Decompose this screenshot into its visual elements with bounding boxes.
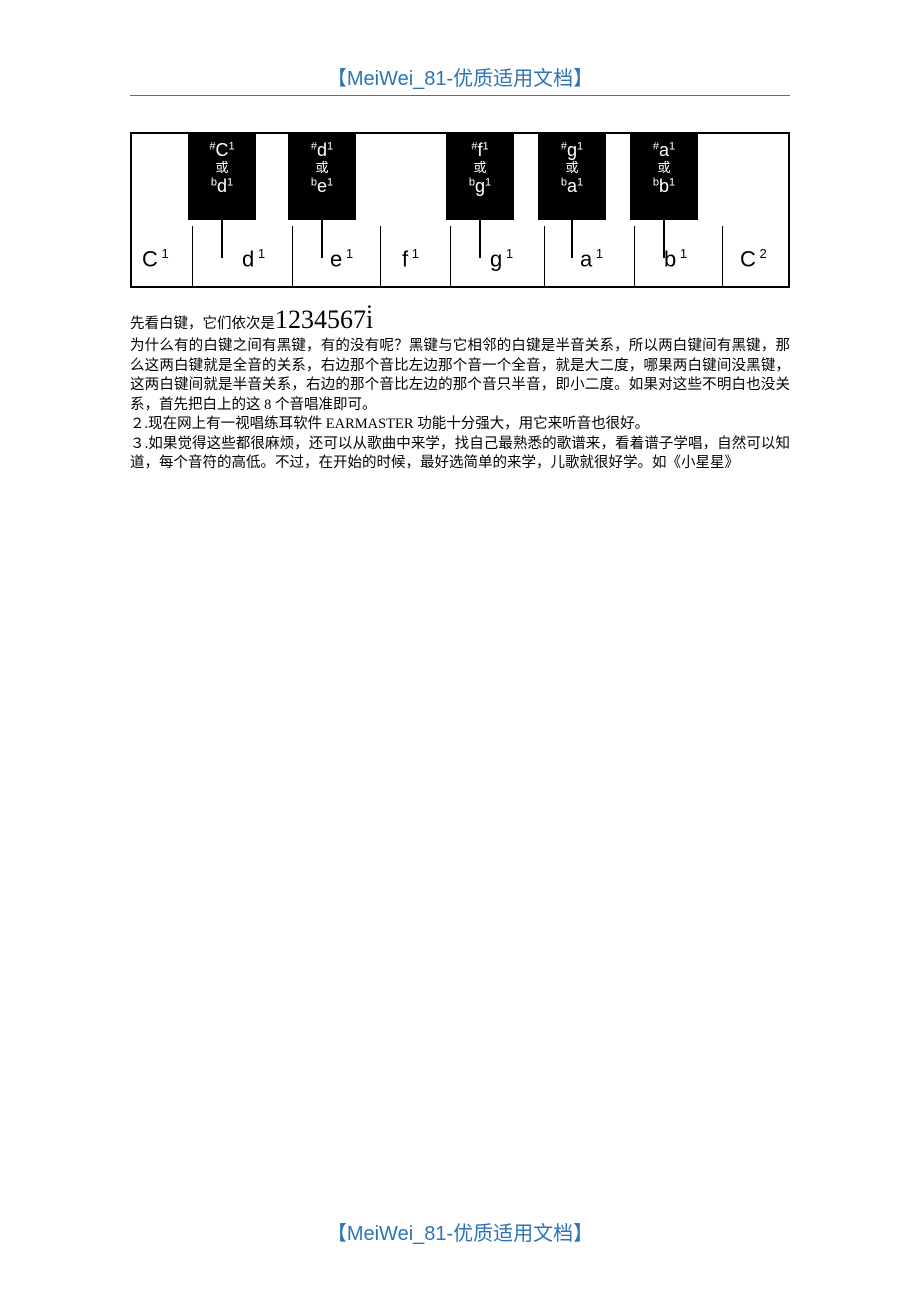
- white-key-label: d 1: [242, 246, 265, 272]
- black-key: #f1或bg1: [446, 134, 514, 220]
- paragraph-2: 为什么有的白键之间有黑键，有的没有呢？黑键与它相邻的白键是半音关系，所以两白键间…: [130, 337, 790, 415]
- white-key-label: C 2: [740, 246, 767, 272]
- key-divider: [292, 226, 293, 286]
- paragraph-3: ２.现在网上有一视唱练耳软件 EARMASTER 功能十分强大，用它来听音也很好…: [130, 415, 790, 435]
- key-divider: [722, 226, 723, 286]
- p1-numbers: 1234567: [275, 305, 366, 334]
- white-key-label: e 1: [330, 246, 353, 272]
- key-divider: [380, 226, 381, 286]
- p1-dot: i̇: [366, 305, 373, 334]
- black-key: #a1或bb1: [630, 134, 698, 220]
- key-divider: [192, 226, 193, 286]
- body-text: 先看白键，它们依次是1234567i̇ 为什么有的白键之间有黑键，有的没有呢？黑…: [130, 302, 790, 474]
- header-underline: [130, 95, 790, 96]
- black-key: #C1或bd1: [188, 134, 256, 220]
- white-key-label: b 1: [664, 246, 687, 272]
- key-divider: [634, 226, 635, 286]
- page-footer: 【MeiWei_81-优质适用文档】: [0, 1217, 920, 1246]
- key-divider: [544, 226, 545, 286]
- white-key-label: g 1: [490, 246, 513, 272]
- paragraph-4: ３.如果觉得这些都很麻烦，还可以从歌曲中来学，找自己最熟悉的歌谱来，看着谱子学唱…: [130, 435, 790, 474]
- paragraph-1: 先看白键，它们依次是1234567i̇: [130, 302, 790, 337]
- white-key-label: a 1: [580, 246, 603, 272]
- p1-prefix: 先看白键，它们依次是: [130, 316, 275, 332]
- white-key-label: C 1: [142, 246, 169, 272]
- key-divider: [450, 226, 451, 286]
- black-key: #d1或be1: [288, 134, 356, 220]
- white-key-label: f 1: [402, 246, 419, 272]
- page-header: 【MeiWei_81-优质适用文档】: [0, 0, 920, 91]
- black-key: #g1或ba1: [538, 134, 606, 220]
- piano-keyboard: #C1或bd1 #d1或be1 #f1或bg1 #g1或ba1 #a1或bb1 C 1 d …: [130, 132, 790, 288]
